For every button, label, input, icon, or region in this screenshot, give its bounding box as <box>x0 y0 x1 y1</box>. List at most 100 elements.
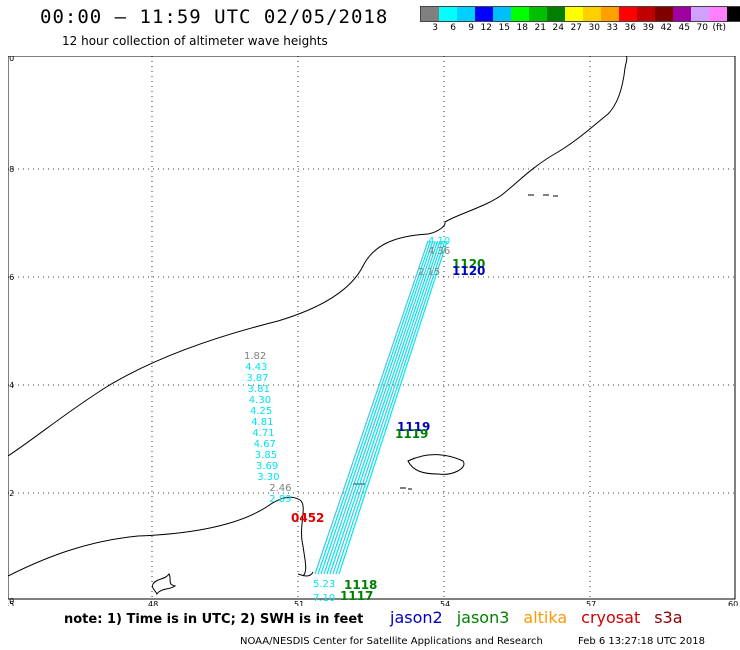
east-bottom-value-1: 5.23 <box>313 579 335 590</box>
west-track-value: 4.30 <box>249 395 271 406</box>
time-label-west: 0452 <box>291 511 324 525</box>
west-track-value: 4.25 <box>250 406 272 417</box>
legend-swatch <box>637 7 655 21</box>
satellite-jason3: jason3 <box>456 608 510 627</box>
legend-labels: 3 6 9 12 15 18 21 24 27 30 33 36 39 42 45 70 (ft) <box>420 23 740 33</box>
time-label-mid-jason3: 1119 <box>395 427 428 441</box>
legend-swatch <box>475 7 493 21</box>
legend-swatch <box>583 7 601 21</box>
legend-label: 30 <box>588 23 600 33</box>
legend-label: 18 <box>516 23 528 33</box>
track-line <box>329 240 441 575</box>
x-tick-57: 57 <box>586 600 596 606</box>
west-track-value: 3.69 <box>256 461 278 472</box>
track-line <box>323 240 436 575</box>
x-tick-48: 48 <box>148 600 158 606</box>
track-line <box>326 240 439 575</box>
legend-label: 24 <box>552 23 564 33</box>
west-track-labels: 1.824.433.873.814.304.254.814.714.673.85… <box>244 351 291 505</box>
east-top-value-2: 4.36 <box>428 246 450 257</box>
satellite-jason2: jason2 <box>390 608 443 627</box>
east-top-value-3: 2.15 <box>418 267 440 278</box>
time-label-bottom-1: 1118 <box>344 578 377 592</box>
legend-swatch <box>619 7 637 21</box>
legend-swatch <box>709 7 727 21</box>
track-line <box>338 240 448 575</box>
y-tick-18: 18 <box>8 165 14 174</box>
x-tick-54: 54 <box>440 600 450 606</box>
map-title: 00:00 – 11:59 UTC 02/05/2018 <box>40 6 389 28</box>
legend-label: (ft) <box>712 23 726 33</box>
legend-swatch <box>457 7 475 21</box>
legend-label: 21 <box>534 23 546 33</box>
east-top-value-1: 4.10 <box>428 236 450 247</box>
satellite-altika: altika <box>523 608 568 627</box>
west-track-value: 3.81 <box>248 384 270 395</box>
satellite-cryosat: cryosat <box>581 608 641 627</box>
track-line <box>314 240 429 575</box>
footer-credit: NOAA/NESDIS Center for Satellite Applica… <box>240 636 543 647</box>
west-track-value: 2.89 <box>269 494 291 505</box>
altimeter-tracks <box>314 240 448 575</box>
legend-label: 6 <box>450 23 456 33</box>
legend-swatch <box>547 7 565 21</box>
track-line <box>317 240 431 575</box>
graticule <box>8 56 735 599</box>
footer-date: Feb 6 13:27:18 UTC 2018 <box>578 636 705 647</box>
west-track-value: 3.87 <box>246 373 268 384</box>
y-tick-20: 20 <box>8 56 14 63</box>
legend-swatch <box>565 7 583 21</box>
legend-label: 45 <box>678 23 690 33</box>
footer-note: note: 1) Time is in UTC; 2) SWH is in fe… <box>64 612 364 627</box>
legend-swatch <box>673 7 691 21</box>
west-track-value: 1.82 <box>244 351 266 362</box>
track-line <box>332 240 443 575</box>
y-tick-16: 16 <box>8 273 14 282</box>
wave-height-map: 45 48 51 54 57 60 20 18 16 14 12 10 1.82… <box>8 56 738 606</box>
coastline <box>8 56 628 595</box>
west-track-value: 2.46 <box>269 483 291 494</box>
track-line <box>320 240 434 575</box>
legend-label: 39 <box>642 23 654 33</box>
y-tick-14: 14 <box>8 381 14 390</box>
legend-swatch <box>529 7 547 21</box>
satellite-s3a: s3a <box>654 608 683 627</box>
x-tick-45: 45 <box>8 600 14 606</box>
time-label-top-jason2: 1120 <box>452 264 485 278</box>
legend-swatch <box>421 7 439 21</box>
legend-swatch <box>493 7 511 21</box>
legend-label: 3 <box>432 23 438 33</box>
west-track-value: 4.67 <box>254 439 276 450</box>
legend-label: 27 <box>570 23 582 33</box>
west-track-value: 3.30 <box>257 472 279 483</box>
legend-swatch <box>511 7 529 21</box>
legend-label: 15 <box>498 23 510 33</box>
color-legend: 3 6 9 12 15 18 21 24 27 30 33 36 39 42 45 70 (ft) <box>420 6 740 33</box>
y-tick-12: 12 <box>8 489 14 498</box>
east-bottom-value-2: 7.10 <box>313 593 335 604</box>
satellite-legend: jason2 jason3 altika cryosat s3a <box>390 608 683 627</box>
legend-swatch <box>655 7 673 21</box>
legend-label: 36 <box>624 23 636 33</box>
legend-label: 42 <box>660 23 672 33</box>
legend-label: 33 <box>606 23 618 33</box>
map-subtitle: 12 hour collection of altimeter wave hei… <box>62 34 328 48</box>
time-label-mid-jason2: 1119 <box>397 420 430 434</box>
legend-swatch <box>691 7 709 21</box>
track-line <box>335 240 446 575</box>
x-tick-51: 51 <box>294 600 304 606</box>
time-label-bottom-2: 1117 <box>340 589 373 603</box>
legend-swatch <box>439 7 457 21</box>
legend-label: 70 <box>696 23 708 33</box>
west-track-value: 4.71 <box>252 428 274 439</box>
legend-label: 12 <box>480 23 492 33</box>
west-track-value: 4.81 <box>251 417 273 428</box>
west-track-value: 3.85 <box>255 450 277 461</box>
y-tick-10: 10 <box>8 597 14 606</box>
legend-swatch <box>601 7 619 21</box>
x-tick-60: 60 <box>728 600 738 606</box>
time-label-top-jason3: 1120 <box>452 257 485 271</box>
legend-label: 9 <box>468 23 474 33</box>
map-frame <box>8 56 736 600</box>
west-track-value: 4.43 <box>245 362 267 373</box>
